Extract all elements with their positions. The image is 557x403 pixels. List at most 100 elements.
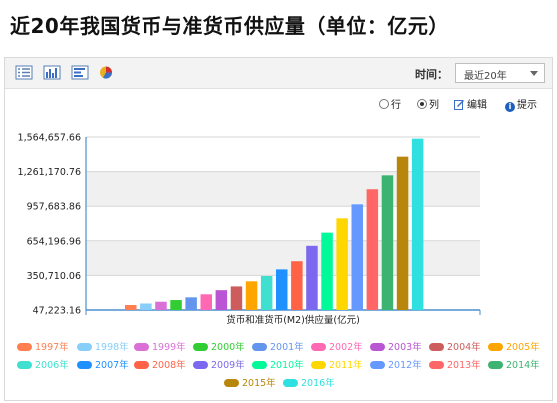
radio-checked-icon (417, 99, 427, 109)
legend-label: 2008年 (152, 360, 186, 371)
edit-icon (454, 100, 464, 110)
radio-row-label: 行 (391, 100, 401, 111)
legend-item[interactable]: 2001年 (252, 339, 304, 353)
legend-swatch (252, 343, 267, 351)
legend-label: 2013年 (447, 360, 481, 371)
radio-column[interactable]: 列 (417, 96, 439, 111)
legend-item[interactable]: 2003年 (370, 339, 422, 353)
legend-swatch (134, 343, 149, 351)
legend-swatch (429, 343, 444, 351)
legend-swatch (429, 361, 444, 369)
legend-item[interactable]: 2007年 (77, 357, 129, 371)
bar (336, 218, 348, 310)
bar (185, 297, 197, 310)
bar (321, 232, 333, 310)
legend-label: 2012年 (388, 360, 422, 371)
chevron-down-icon (530, 71, 538, 76)
legend-swatch (283, 379, 298, 387)
legend-item[interactable]: 2004年 (429, 339, 481, 353)
bar (276, 269, 288, 310)
legend-swatch (224, 379, 239, 387)
legend-item[interactable]: 2010年 (252, 357, 304, 371)
radio-column-label: 列 (429, 100, 439, 111)
legend-label: 2015年 (242, 378, 276, 389)
bar (215, 290, 228, 310)
legend-label: 2007年 (95, 360, 129, 371)
legend-swatch (488, 343, 503, 351)
time-range-select[interactable]: 最近20年 (455, 63, 545, 83)
legend-item[interactable]: 2008年 (134, 357, 186, 371)
y-tick-label: 47,223.16 (33, 306, 81, 317)
legend-item[interactable]: 2002年 (311, 339, 363, 353)
legend-label: 2003年 (388, 342, 422, 353)
legend-swatch (193, 343, 208, 351)
y-tick-label: 350,710.06 (27, 271, 81, 282)
legend-swatch (370, 361, 385, 369)
table-icon[interactable] (15, 65, 33, 80)
legend-item[interactable]: 2005年 (488, 339, 540, 353)
horizontal-bar-icon[interactable] (71, 65, 89, 80)
legend-item[interactable]: 2014年 (488, 357, 540, 371)
bar (155, 301, 167, 310)
legend-label: 1999年 (152, 342, 186, 353)
legend-label: 2001年 (270, 342, 304, 353)
bar (140, 303, 152, 310)
legend-label: 2002年 (329, 342, 363, 353)
bar-chart: 47,223.16 350,710.06 654,196.96 957,683.86 1… (18, 133, 481, 326)
legend-item[interactable]: 2015年 (224, 375, 276, 389)
bar (200, 294, 212, 310)
legend-item[interactable]: 2016年 (283, 375, 335, 389)
y-tick-label: 957,683.86 (27, 202, 81, 213)
radio-row[interactable]: 行 (379, 96, 401, 111)
bar (230, 286, 243, 310)
legend-item[interactable]: 1998年 (77, 339, 129, 353)
x-axis-label: 货币和准货币(M2)供应量(亿元) (226, 314, 360, 326)
legend-swatch (193, 361, 208, 369)
pie-chart-icon[interactable] (98, 65, 116, 80)
legend-label: 2010年 (270, 360, 304, 371)
y-tick-label: 654,196.96 (27, 236, 81, 247)
legend-label: 1997年 (35, 342, 69, 353)
legend-swatch (134, 361, 149, 369)
chart-panel: 时间： 最近20年 行 列 编辑 i 提示 47,223.16 350,710.06… (4, 57, 553, 401)
time-range-value: 最近20年 (464, 71, 507, 82)
bar (260, 275, 273, 310)
legend-label: 2000年 (211, 342, 245, 353)
legend-item[interactable]: 2011年 (311, 357, 363, 371)
legend-label: 2014年 (506, 360, 540, 371)
time-label: 时间： (415, 68, 448, 81)
legend-swatch (17, 343, 32, 351)
edit-button[interactable]: 编辑 (454, 96, 487, 111)
legend-item[interactable]: 2009年 (193, 357, 245, 371)
legend-item[interactable]: 2013年 (429, 357, 481, 371)
hint-label: 提示 (517, 100, 537, 111)
hint-button[interactable]: i 提示 (505, 96, 537, 112)
legend-label: 2011年 (329, 360, 363, 371)
legend-swatch (370, 343, 385, 351)
legend-label: 2006年 (35, 360, 69, 371)
legend-swatch (311, 361, 326, 369)
legend-swatch (311, 343, 326, 351)
legend-item[interactable]: 2000年 (193, 339, 245, 353)
legend-label: 2004年 (447, 342, 481, 353)
legend-swatch (77, 343, 92, 351)
edit-label: 编辑 (467, 100, 487, 111)
info-icon: i (505, 102, 515, 112)
bar (306, 245, 318, 310)
legend-label: 2016年 (301, 378, 335, 389)
legend-item[interactable]: 1997年 (17, 339, 69, 353)
legend-item[interactable]: 2012年 (370, 357, 422, 371)
bar (411, 138, 424, 310)
legend-label: 2009年 (211, 360, 245, 371)
y-tick-label: 1,261,170.76 (18, 167, 81, 178)
legend-swatch (17, 361, 32, 369)
bar (170, 300, 182, 310)
legend-swatch (252, 361, 267, 369)
bar-chart-icon[interactable] (43, 65, 61, 80)
legend-item[interactable]: 2006年 (17, 357, 69, 371)
legend-item[interactable]: 1999年 (134, 339, 186, 353)
y-tick-label: 1,564,657.66 (18, 133, 81, 144)
chart-toolbar: 时间： 最近20年 (5, 58, 552, 89)
bar (396, 156, 409, 310)
legend-swatch (488, 361, 503, 369)
